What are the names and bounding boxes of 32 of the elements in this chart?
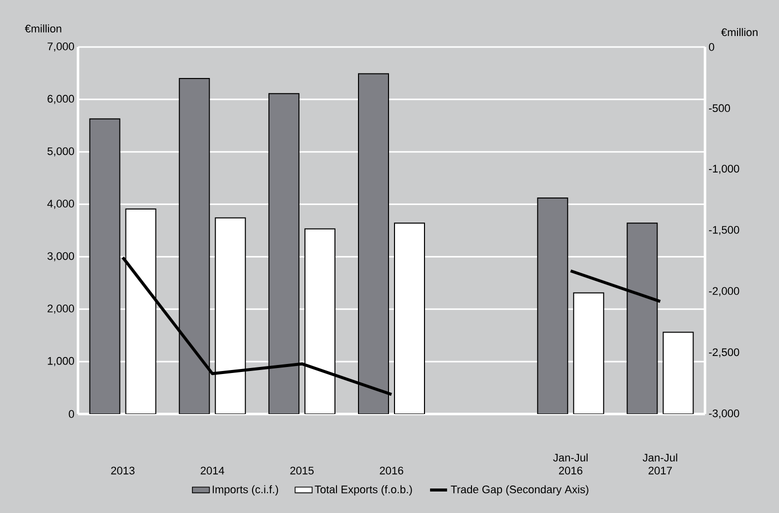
y-tick-label: 1,000	[48, 357, 74, 366]
legend-label: Trade Gap (Secondary Axis)	[450, 485, 588, 496]
x-tick-label: Jan-Jul 2017	[642, 453, 678, 474]
x-tick-label: Jan-Jul 2016	[553, 453, 588, 474]
bar	[626, 222, 658, 414]
y2-axis-title: €million	[721, 28, 758, 36]
legend-label: Imports (c.i.f.)	[212, 485, 278, 496]
x-tick-label: 2013	[111, 466, 134, 474]
bar	[358, 73, 389, 414]
y2-tick-label: -1,000	[709, 164, 740, 174]
bar	[537, 197, 568, 414]
y2-tick-label: -500	[709, 104, 730, 112]
y2-tick-label: -3,000	[709, 409, 740, 419]
x-tick-label: 2014	[200, 466, 224, 474]
y-tick-label: 6,000	[48, 94, 74, 104]
y-tick-label: 2,000	[48, 304, 74, 314]
x-tick-label: 2016	[380, 466, 404, 474]
y2-tick-label: -1,500	[709, 226, 740, 236]
legend-label: Total Exports (f.o.b.)	[314, 485, 412, 496]
y2-tick-label: -2,000	[709, 287, 740, 296]
bar	[178, 78, 210, 414]
y-tick-label: 7,000	[48, 42, 74, 52]
y-tick-label: 4,000	[47, 200, 74, 209]
bar	[89, 118, 120, 414]
y2-tick-label: -2,500	[709, 348, 740, 358]
bar	[268, 93, 300, 414]
y2-tick-label: 0	[708, 43, 714, 51]
y-tick-label: 3,000	[47, 252, 74, 262]
y-axis-title: €million	[24, 24, 62, 32]
x-tick-label: 2015	[290, 466, 314, 474]
y-tick-label: 0	[68, 410, 74, 418]
y-tick-label: 5,000	[47, 147, 74, 156]
